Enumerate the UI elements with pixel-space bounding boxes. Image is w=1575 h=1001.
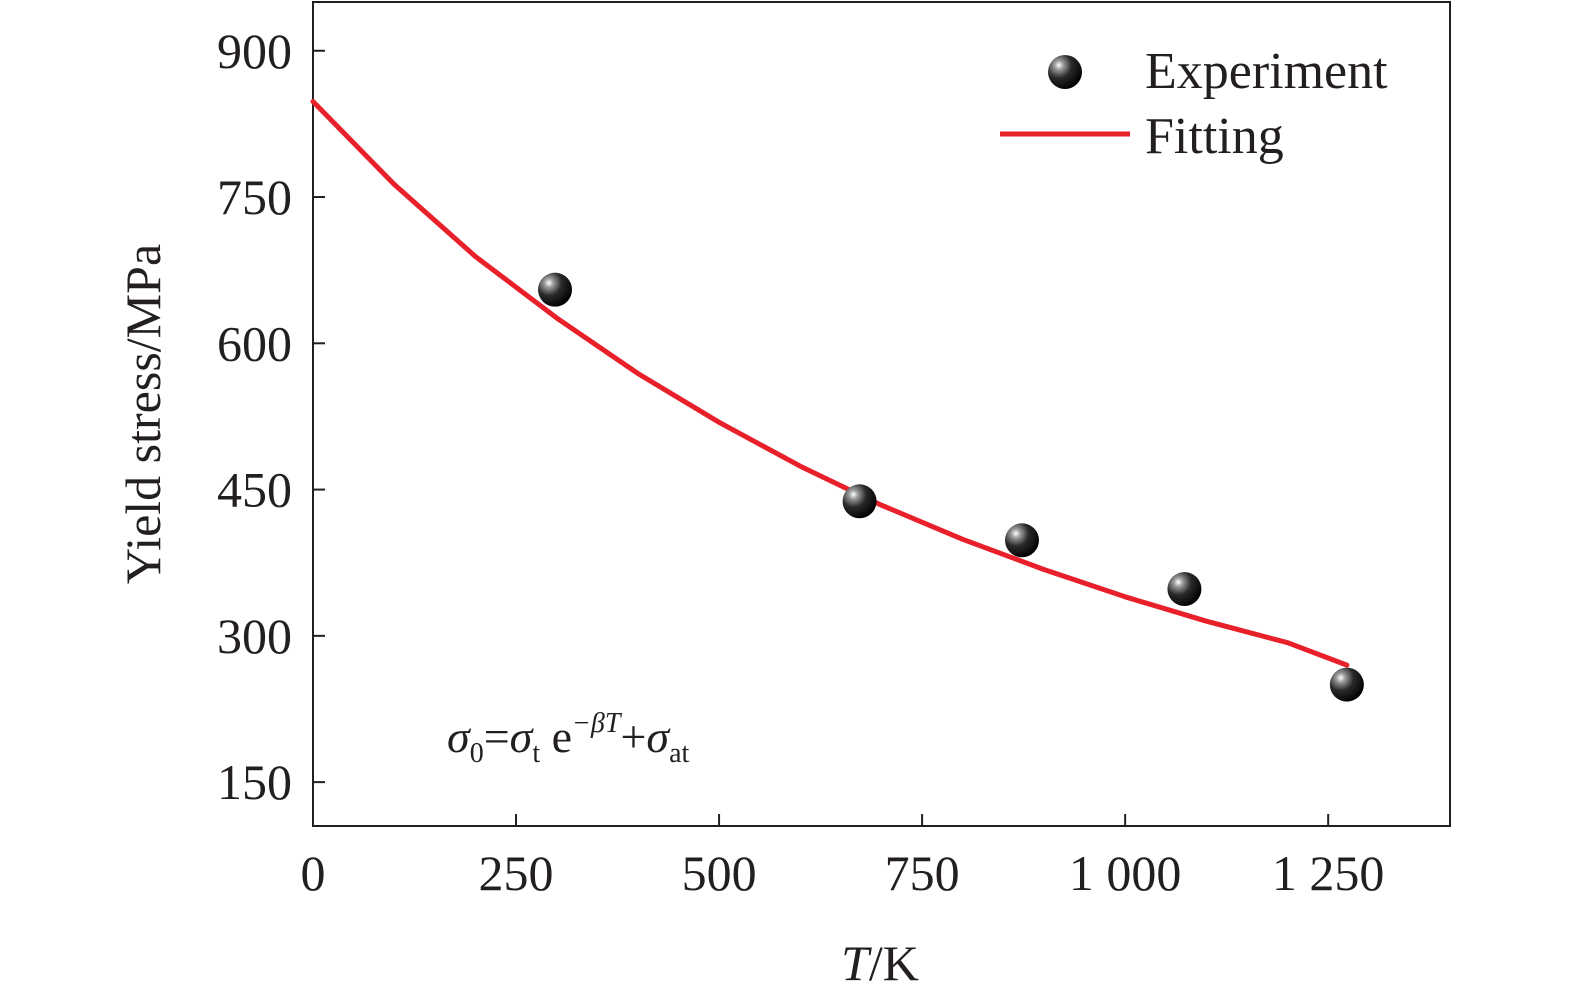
y-axis-label: Yield stress/MPa — [115, 244, 171, 584]
y-tick-label: 900 — [217, 23, 292, 79]
legend-experiment-label: Experiment — [1145, 43, 1388, 100]
x-tick-label: 1 000 — [1069, 845, 1182, 901]
plot-frame — [312, 1, 1451, 827]
legend-experiment-marker — [1048, 55, 1082, 89]
y-axis-ticks: 150 300 450 600 750 900 — [217, 23, 325, 810]
y-tick-label: 150 — [217, 754, 292, 810]
x-axis-label: T/K — [841, 935, 919, 991]
x-tick-label: 500 — [682, 845, 757, 901]
fitting-line — [310, 99, 1350, 668]
y-tick-label: 300 — [217, 608, 292, 664]
y-tick-label: 450 — [217, 462, 292, 518]
experiment-point — [1167, 572, 1202, 607]
y-tick-label: 750 — [217, 169, 292, 225]
x-tick-label: 0 — [301, 845, 326, 901]
x-tick-label: 250 — [479, 845, 554, 901]
experiment-point — [842, 484, 877, 519]
x-axis-ticks: 0 250 500 750 1 000 1 250 — [301, 814, 1385, 901]
x-tick-label: 1 250 — [1272, 845, 1385, 901]
experiment-point — [1005, 523, 1040, 558]
legend-fitting-label: Fitting — [1145, 108, 1284, 165]
experiment-point — [538, 272, 573, 307]
y-tick-label: 600 — [217, 315, 292, 371]
experiment-points — [538, 272, 1364, 702]
fitting-curve — [310, 99, 1350, 668]
experiment-point — [1329, 667, 1364, 702]
x-tick-label: 750 — [885, 845, 960, 901]
legend: Experiment Fitting — [1000, 43, 1388, 165]
formula-annotation: σ0=σt e−βT+σat — [447, 708, 690, 769]
